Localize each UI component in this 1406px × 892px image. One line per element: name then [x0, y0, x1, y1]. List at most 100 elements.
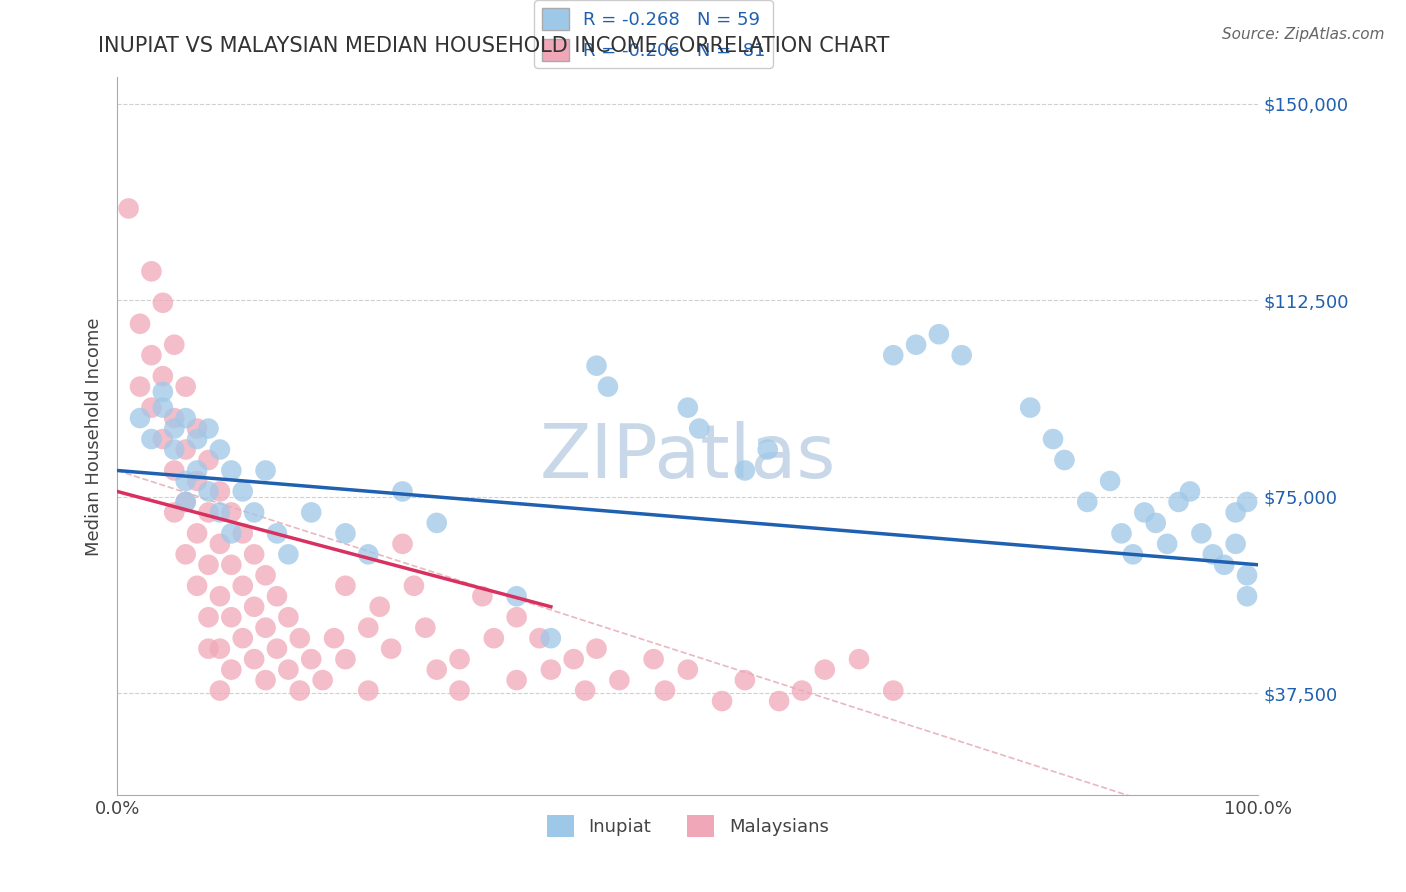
Point	[129, 411, 152, 425]
Point	[254, 673, 277, 687]
Text: ZIPatlas: ZIPatlas	[540, 421, 837, 494]
Point	[208, 537, 231, 551]
Point	[335, 652, 357, 666]
Point	[1156, 537, 1178, 551]
Point	[380, 641, 402, 656]
Point	[174, 495, 197, 509]
Point	[562, 652, 585, 666]
Point	[117, 202, 139, 216]
Point	[232, 631, 254, 645]
Point	[449, 652, 471, 666]
Point	[482, 631, 505, 645]
Point	[141, 401, 163, 415]
Point	[152, 384, 174, 399]
Point	[505, 589, 527, 603]
Point	[141, 432, 163, 446]
Point	[768, 694, 790, 708]
Point	[1178, 484, 1201, 499]
Point	[186, 526, 208, 541]
Point	[221, 610, 243, 624]
Point	[540, 631, 562, 645]
Point	[243, 652, 266, 666]
Point	[368, 599, 391, 614]
Point	[197, 641, 219, 656]
Point	[905, 337, 928, 351]
Point	[415, 621, 437, 635]
Point	[152, 432, 174, 446]
Point	[1144, 516, 1167, 530]
Point	[208, 683, 231, 698]
Point	[232, 579, 254, 593]
Point	[186, 432, 208, 446]
Point	[277, 663, 299, 677]
Point	[711, 694, 734, 708]
Point	[1122, 547, 1144, 561]
Point	[288, 683, 311, 698]
Point	[197, 484, 219, 499]
Text: Source: ZipAtlas.com: Source: ZipAtlas.com	[1222, 27, 1385, 42]
Point	[299, 505, 322, 519]
Point	[529, 631, 551, 645]
Point	[357, 621, 380, 635]
Point	[585, 359, 607, 373]
Point	[426, 516, 449, 530]
Point	[449, 683, 471, 698]
Point	[163, 337, 186, 351]
Point	[197, 558, 219, 572]
Point	[141, 348, 163, 362]
Point	[882, 348, 904, 362]
Point	[1019, 401, 1042, 415]
Point	[152, 401, 174, 415]
Point	[335, 579, 357, 593]
Point	[1236, 495, 1258, 509]
Point	[254, 568, 277, 582]
Point	[676, 663, 699, 677]
Point	[243, 505, 266, 519]
Point	[254, 463, 277, 477]
Point	[950, 348, 973, 362]
Point	[221, 505, 243, 519]
Point	[1202, 547, 1225, 561]
Point	[676, 401, 699, 415]
Point	[1189, 526, 1212, 541]
Point	[129, 379, 152, 393]
Point	[1053, 453, 1076, 467]
Point	[277, 610, 299, 624]
Point	[208, 505, 231, 519]
Point	[1225, 537, 1247, 551]
Point	[186, 463, 208, 477]
Point	[163, 421, 186, 435]
Point	[221, 663, 243, 677]
Point	[197, 610, 219, 624]
Point	[254, 621, 277, 635]
Point	[643, 652, 665, 666]
Point	[197, 453, 219, 467]
Point	[243, 547, 266, 561]
Point	[243, 599, 266, 614]
Point	[221, 558, 243, 572]
Point	[505, 673, 527, 687]
Point	[609, 673, 631, 687]
Y-axis label: Median Household Income: Median Household Income	[86, 318, 103, 556]
Point	[402, 579, 425, 593]
Point	[426, 663, 449, 677]
Point	[174, 495, 197, 509]
Point	[197, 421, 219, 435]
Point	[1133, 505, 1156, 519]
Point	[756, 442, 779, 457]
Text: INUPIAT VS MALAYSIAN MEDIAN HOUSEHOLD INCOME CORRELATION CHART: INUPIAT VS MALAYSIAN MEDIAN HOUSEHOLD IN…	[98, 36, 890, 55]
Point	[174, 442, 197, 457]
Point	[163, 505, 186, 519]
Point	[266, 526, 288, 541]
Point	[790, 683, 813, 698]
Point	[1236, 568, 1258, 582]
Point	[163, 463, 186, 477]
Point	[585, 641, 607, 656]
Point	[266, 641, 288, 656]
Point	[323, 631, 346, 645]
Point	[277, 547, 299, 561]
Point	[174, 547, 197, 561]
Point	[129, 317, 152, 331]
Point	[1167, 495, 1189, 509]
Point	[197, 505, 219, 519]
